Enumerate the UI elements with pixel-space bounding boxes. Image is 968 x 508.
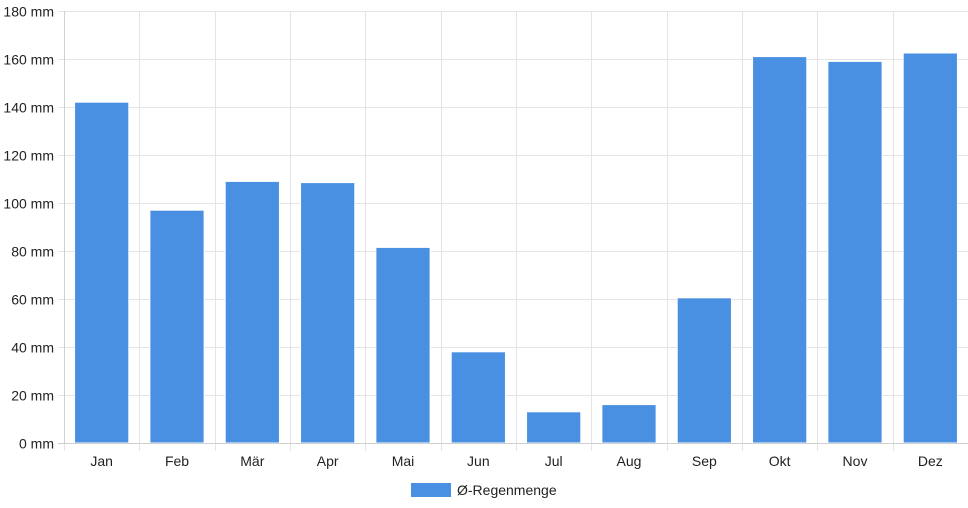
legend-swatch[interactable] [411, 483, 451, 497]
x-tick-label: Aug [617, 453, 642, 469]
y-tick-label: 40 mm [11, 340, 54, 356]
y-tick-label: 140 mm [3, 100, 54, 116]
bars [74, 52, 958, 444]
x-tick-label: Mär [240, 453, 264, 469]
y-tick-label: 60 mm [11, 292, 54, 308]
y-axis-tick-labels: 0 mm 20 mm 40 mm 60 mm 80 mm 100 mm 120 mm 140 … [3, 4, 54, 452]
y-tick-label: 100 mm [3, 196, 54, 212]
bar-Nov[interactable] [827, 60, 883, 444]
bar-Dez[interactable] [902, 52, 958, 444]
y-tick-label: 160 mm [3, 52, 54, 68]
x-tick-label: Dez [918, 453, 943, 469]
bar-Aug[interactable] [601, 404, 657, 444]
x-tick-label: Feb [165, 453, 189, 469]
bar-Mai[interactable] [375, 246, 431, 444]
legend-label[interactable]: Ø-Regenmenge [457, 482, 557, 498]
bar-Jun[interactable] [450, 351, 506, 444]
axes [58, 11, 968, 444]
x-tick-label: Sep [692, 453, 717, 469]
x-tick-label: Nov [843, 453, 868, 469]
x-tick-label: Jul [545, 453, 563, 469]
y-tick-label: 20 mm [11, 388, 54, 404]
x-tick-label: Mai [392, 453, 415, 469]
x-axis-tick-labels: Jan Feb Mär Apr Mai Jun Jul Aug Sep Okt Nov Dez [90, 453, 942, 469]
y-tick-label: 80 mm [11, 244, 54, 260]
y-tick-label: 0 mm [19, 436, 54, 452]
bar-Jan[interactable] [74, 101, 130, 444]
x-tick-label: Okt [769, 453, 791, 469]
legend[interactable]: Ø-Regenmenge [411, 482, 557, 498]
x-tick-label: Apr [317, 453, 339, 469]
y-tick-label: 120 mm [3, 148, 54, 164]
bar-Jul[interactable] [526, 411, 582, 444]
bar-Feb[interactable] [149, 209, 205, 444]
x-tick-label: Jan [90, 453, 113, 469]
bar-Okt[interactable] [752, 56, 808, 444]
bar-Apr[interactable] [300, 182, 356, 444]
bar-Sep[interactable] [676, 297, 732, 444]
x-tick-label: Jun [467, 453, 490, 469]
bar-Mär[interactable] [224, 180, 280, 444]
y-tick-label: 180 mm [3, 4, 54, 20]
